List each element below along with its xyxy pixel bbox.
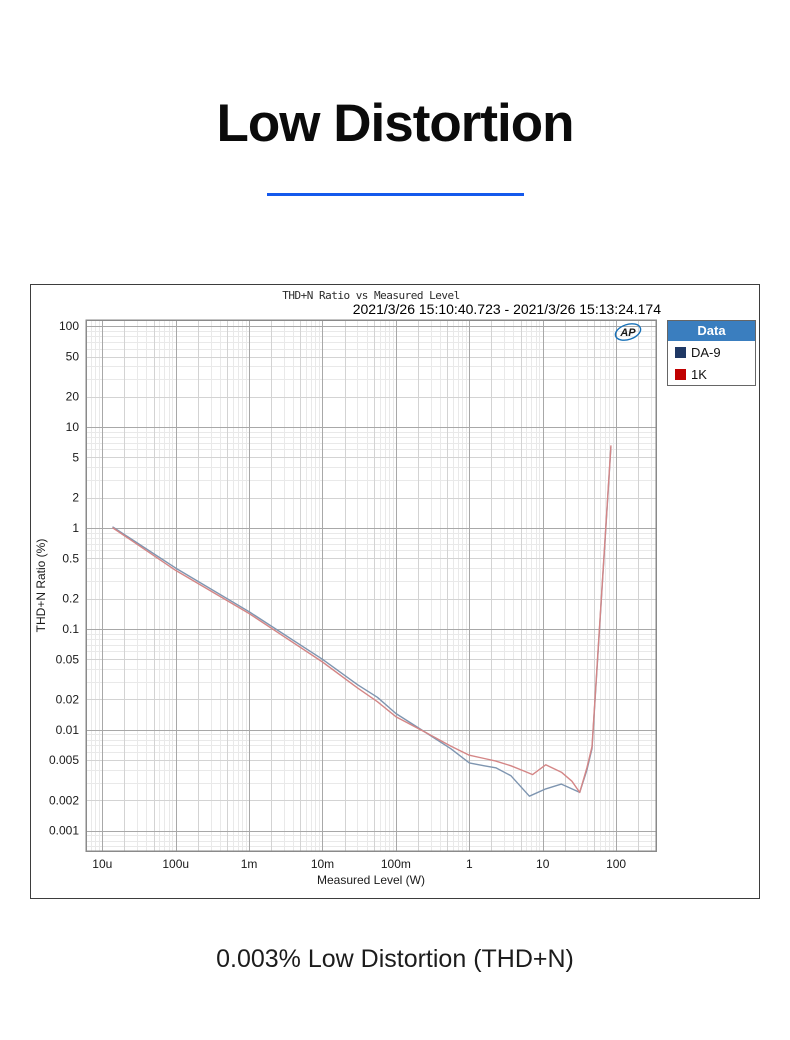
svg-text:0.002: 0.002 bbox=[49, 793, 79, 807]
svg-text:50: 50 bbox=[66, 349, 80, 363]
svg-text:0.005: 0.005 bbox=[49, 753, 79, 767]
svg-text:5: 5 bbox=[72, 450, 79, 464]
legend-body: DA-9 1K bbox=[668, 341, 755, 385]
chart-title: THD+N Ratio vs Measured Level bbox=[282, 288, 460, 302]
svg-text:0.5: 0.5 bbox=[62, 551, 79, 565]
ap-logo-icon: AP bbox=[614, 323, 642, 341]
svg-text:1: 1 bbox=[466, 857, 473, 871]
svg-text:10: 10 bbox=[536, 857, 550, 871]
thd-vs-level-plot: 10u 100u 1m 10m 100m 1 10 100 100 50 20 10 5 2 1 0.5 0.2… bbox=[34, 319, 657, 887]
svg-text:10u: 10u bbox=[92, 857, 112, 871]
legend-item-label: DA-9 bbox=[691, 344, 721, 360]
x-axis-title: Measured Level (W) bbox=[317, 873, 425, 887]
svg-text:0.2: 0.2 bbox=[62, 591, 79, 605]
svg-text:0.02: 0.02 bbox=[56, 692, 80, 706]
x-tick-labels: 10u 100u 1m 10m 100m 1 10 100 bbox=[92, 857, 626, 871]
svg-text:10: 10 bbox=[66, 420, 80, 434]
legend-header: Data bbox=[668, 320, 755, 341]
legend-item: DA-9 bbox=[668, 341, 755, 363]
measurement-figure: THD+N Ratio vs Measured Level 2021/3/26 … bbox=[30, 283, 760, 899]
svg-text:0.01: 0.01 bbox=[56, 723, 80, 737]
series-DA-9 bbox=[112, 446, 612, 797]
title-underline bbox=[266, 192, 524, 196]
svg-text:2: 2 bbox=[72, 491, 79, 505]
gridlines bbox=[86, 319, 656, 851]
series-1K bbox=[112, 445, 612, 794]
legend-item-label: 1K bbox=[691, 366, 707, 382]
legend-swatch bbox=[675, 368, 686, 380]
legend: Data DA-9 1K bbox=[667, 319, 756, 386]
legend-swatch bbox=[675, 346, 686, 358]
svg-text:1: 1 bbox=[72, 521, 79, 535]
svg-text:0.05: 0.05 bbox=[56, 652, 80, 666]
chart-timestamp: 2021/3/26 15:10:40.723 - 2021/3/26 15:13… bbox=[352, 300, 661, 317]
hero-section: Low Distortion bbox=[0, 0, 790, 196]
svg-text:0.1: 0.1 bbox=[62, 622, 79, 636]
svg-text:AP: AP bbox=[619, 327, 636, 339]
svg-text:100u: 100u bbox=[162, 857, 189, 871]
svg-text:0.001: 0.001 bbox=[49, 824, 79, 838]
svg-text:100m: 100m bbox=[381, 857, 411, 871]
svg-text:100: 100 bbox=[59, 319, 79, 333]
plot-area: 10u 100u 1m 10m 100m 1 10 100 100 50 20 10 5 2 1 0.5 0.2… bbox=[31, 318, 731, 903]
page-title: Low Distortion bbox=[216, 94, 575, 153]
svg-text:100: 100 bbox=[606, 857, 626, 871]
svg-text:20: 20 bbox=[66, 390, 80, 404]
y-axis-title: THD+N Ratio (%) bbox=[34, 539, 48, 633]
y-tick-labels: 100 50 20 10 5 2 1 0.5 0.2 0.1 0.05 0.02 0.01 0.005 0.… bbox=[49, 319, 79, 838]
svg-text:10m: 10m bbox=[311, 857, 334, 871]
figure-caption: 0.003% Low Distortion (THD+N) bbox=[216, 944, 574, 973]
plot-frame bbox=[85, 319, 657, 852]
legend-item: 1K bbox=[668, 363, 755, 385]
svg-text:1m: 1m bbox=[241, 857, 258, 871]
